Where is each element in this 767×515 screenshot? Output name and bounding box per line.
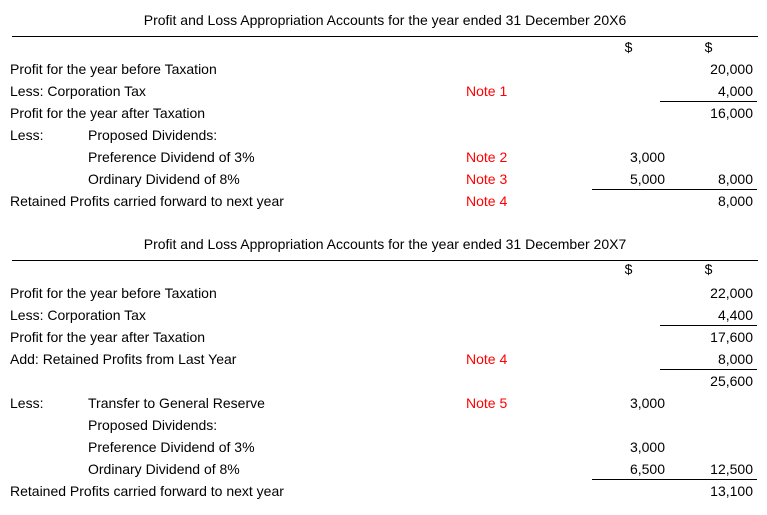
table-row: Preference Dividend of 3% 3,000 xyxy=(0,436,767,458)
amount-col1: 3,000 xyxy=(629,439,665,455)
table-row: Profit for the year before Taxation 22,00… xyxy=(0,282,767,304)
subtotal-underline-col2 xyxy=(660,369,757,370)
note-reference: Note 2 xyxy=(466,149,508,165)
account-title: Profit and Loss Appropriation Accounts f… xyxy=(143,236,627,252)
table-row: Less: Corporation Tax Note 1 4,000 xyxy=(0,80,767,102)
row-label: Less: Corporation Tax xyxy=(10,83,146,99)
subtotal-underline-both-cols xyxy=(592,189,757,190)
table-row: Preference Dividend of 3% Note 2 3,000 xyxy=(0,146,767,168)
currency-header-col1: $ xyxy=(624,39,633,55)
table-row: 25,600 xyxy=(0,370,767,392)
row-label: Retained Profits carried forward to next… xyxy=(10,193,284,209)
note-reference: Note 5 xyxy=(466,395,508,411)
row-label: Profit for the year before Taxation xyxy=(10,285,217,301)
account-title: Profit and Loss Appropriation Accounts f… xyxy=(143,12,627,28)
table-row: Profit for the year after Taxation 16,000 xyxy=(0,102,767,124)
row-label: Retained Profits carried forward to next… xyxy=(10,483,284,499)
table-row: Profit for the year before Taxation 20,00… xyxy=(0,58,767,80)
amount-col1: 3,000 xyxy=(629,395,665,411)
amount-col2: 8,000 xyxy=(717,193,753,209)
table-row: Retained Profits carried forward to next… xyxy=(0,480,767,502)
amount-col1: 3,000 xyxy=(629,149,665,165)
amount-col2: 20,000 xyxy=(710,61,753,77)
currency-header-row: $ $ xyxy=(0,258,767,280)
row-sublabel: Proposed Dividends: xyxy=(88,127,218,143)
table-row: Ordinary Dividend of 8% 6,500 12,500 xyxy=(0,458,767,480)
amount-col2: 13,100 xyxy=(710,483,753,499)
currency-header-col1: $ xyxy=(624,261,633,277)
currency-header-col2: $ xyxy=(704,39,713,55)
row-label: Less: xyxy=(10,395,44,411)
subtotal-underline-both-cols xyxy=(592,479,757,480)
table-row: Add: Retained Profits from Last Year Note… xyxy=(0,348,767,370)
row-label: Profit for the year after Taxation xyxy=(10,329,206,345)
row-label: Less: xyxy=(10,127,44,143)
amount-col2: 8,000 xyxy=(717,171,753,187)
amount-col1: 6,500 xyxy=(629,461,665,477)
amount-col2: 4,400 xyxy=(717,307,753,323)
amount-col2: 8,000 xyxy=(717,351,753,367)
row-label: Less: Corporation Tax xyxy=(10,307,146,323)
row-label: Add: Retained Profits from Last Year xyxy=(10,351,237,367)
currency-header-col2: $ xyxy=(704,261,713,277)
table-row: Retained Profits carried forward to next… xyxy=(0,190,767,212)
note-reference: Note 3 xyxy=(466,171,508,187)
note-reference: Note 1 xyxy=(466,83,508,99)
table-row: Profit for the year after Taxation 17,600 xyxy=(0,326,767,348)
row-sublabel: Ordinary Dividend of 8% xyxy=(88,461,240,477)
row-sublabel: Preference Dividend of 3% xyxy=(88,439,255,455)
amount-col2: 25,600 xyxy=(710,373,753,389)
table-row: Less: Corporation Tax 4,400 xyxy=(0,304,767,326)
row-label: Profit for the year after Taxation xyxy=(10,105,206,121)
row-sublabel: Preference Dividend of 3% xyxy=(88,149,255,165)
title-underline-rule xyxy=(12,36,758,37)
note-reference: Note 4 xyxy=(466,351,508,367)
row-sublabel: Transfer to General Reserve xyxy=(88,395,265,411)
row-sublabel: Proposed Dividends: xyxy=(88,417,218,433)
currency-header-row: $ $ xyxy=(0,36,767,58)
row-label: Profit for the year before Taxation xyxy=(10,61,217,77)
amount-col2: 22,000 xyxy=(710,285,753,301)
table-row: Ordinary Dividend of 8% Note 3 5,000 8,000 xyxy=(0,168,767,190)
row-sublabel: Ordinary Dividend of 8% xyxy=(88,171,240,187)
amount-col2: 17,600 xyxy=(710,329,753,345)
note-reference: Note 4 xyxy=(466,193,508,209)
subtotal-underline-col2 xyxy=(660,101,757,102)
amount-col2: 16,000 xyxy=(710,105,753,121)
amount-col2: 12,500 xyxy=(710,461,753,477)
table-row: Less: Transfer to General Reserve Note 5 3,… xyxy=(0,392,767,414)
table-row: Proposed Dividends: xyxy=(0,414,767,436)
title-underline-rule xyxy=(12,260,758,261)
subtotal-underline-col2 xyxy=(660,325,757,326)
amount-col1: 5,000 xyxy=(629,171,665,187)
table-row: Less: Proposed Dividends: xyxy=(0,124,767,146)
amount-col2: 4,000 xyxy=(717,83,753,99)
